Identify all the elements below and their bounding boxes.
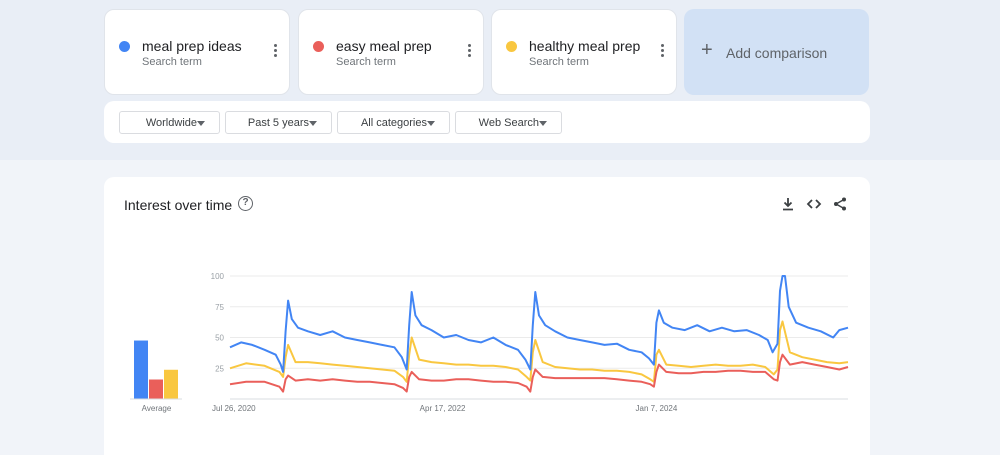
series-color-dot — [119, 41, 130, 52]
caret-down-icon — [427, 121, 435, 126]
x-tick-label: Jan 7, 2024 — [636, 404, 678, 413]
region-filter-dropdown[interactable]: Worldwide — [119, 111, 220, 134]
card-title: Interest over time — [124, 197, 233, 213]
search-term-subtitle: Search term — [142, 56, 202, 68]
caret-down-icon — [197, 121, 205, 126]
search-term-card-healthy-meal-prep[interactable]: healthy meal prep Search term — [491, 9, 677, 95]
y-tick-label: 75 — [215, 303, 224, 312]
y-tick-label: 50 — [215, 334, 224, 343]
search-term-card-meal-prep-ideas[interactable]: meal prep ideas Search term — [104, 9, 290, 95]
more-options-icon[interactable] — [660, 44, 664, 58]
share-icon[interactable] — [832, 196, 848, 212]
search-term-name: easy meal prep — [336, 38, 432, 54]
search-type-filter-dropdown[interactable]: Web Search — [455, 111, 562, 134]
filter-label: All categories — [360, 117, 427, 129]
series-line — [229, 353, 849, 393]
chart-gridlines — [230, 275, 848, 400]
chart-series — [229, 275, 849, 393]
x-tick-label: Jul 26, 2020 — [212, 404, 256, 413]
filter-label: Worldwide — [145, 117, 197, 129]
filter-label: Past 5 years — [247, 117, 309, 129]
interest-over-time-card: Interest over time ? Average 25 50 75 100 Ju… — [104, 177, 870, 455]
time-range-filter-dropdown[interactable]: Past 5 years — [225, 111, 332, 134]
filter-bar: Worldwide Past 5 years All categories We… — [104, 101, 870, 143]
caret-down-icon — [539, 121, 547, 126]
plus-icon: + — [701, 39, 713, 61]
search-term-name: meal prep ideas — [142, 38, 242, 54]
caret-down-icon — [309, 121, 317, 126]
interest-over-time-chart: Average 25 50 75 100 Jul 26, 2020 Apr 17, 202… — [130, 272, 849, 413]
series-color-dot — [506, 41, 517, 52]
search-term-card-easy-meal-prep[interactable]: easy meal prep Search term — [298, 9, 484, 95]
help-icon[interactable]: ? — [238, 196, 253, 211]
average-label: Average — [142, 404, 172, 413]
search-term-subtitle: Search term — [529, 56, 589, 68]
more-options-icon[interactable] — [467, 44, 471, 58]
add-comparison-button[interactable]: + Add comparison — [684, 9, 869, 95]
x-tick-label: Apr 17, 2022 — [420, 404, 466, 413]
more-options-icon[interactable] — [273, 44, 277, 58]
average-bars: Average — [130, 340, 182, 413]
average-bar — [134, 340, 148, 399]
search-term-subtitle: Search term — [336, 56, 396, 68]
y-tick-label: 100 — [211, 272, 225, 281]
series-color-dot — [313, 41, 324, 52]
category-filter-dropdown[interactable]: All categories — [337, 111, 450, 134]
filter-label: Web Search — [478, 117, 539, 129]
series-line — [229, 275, 849, 373]
average-bar — [164, 369, 178, 399]
add-comparison-label: Add comparison — [726, 45, 828, 61]
download-icon[interactable] — [780, 196, 796, 212]
y-tick-label: 25 — [215, 364, 224, 373]
search-term-name: healthy meal prep — [529, 38, 641, 54]
series-line — [229, 320, 849, 383]
chart-axis-labels: 25 50 75 100 Jul 26, 2020 Apr 17, 2022 Jan 7, … — [211, 272, 678, 413]
embed-icon[interactable] — [806, 196, 822, 212]
average-bar — [149, 379, 163, 399]
